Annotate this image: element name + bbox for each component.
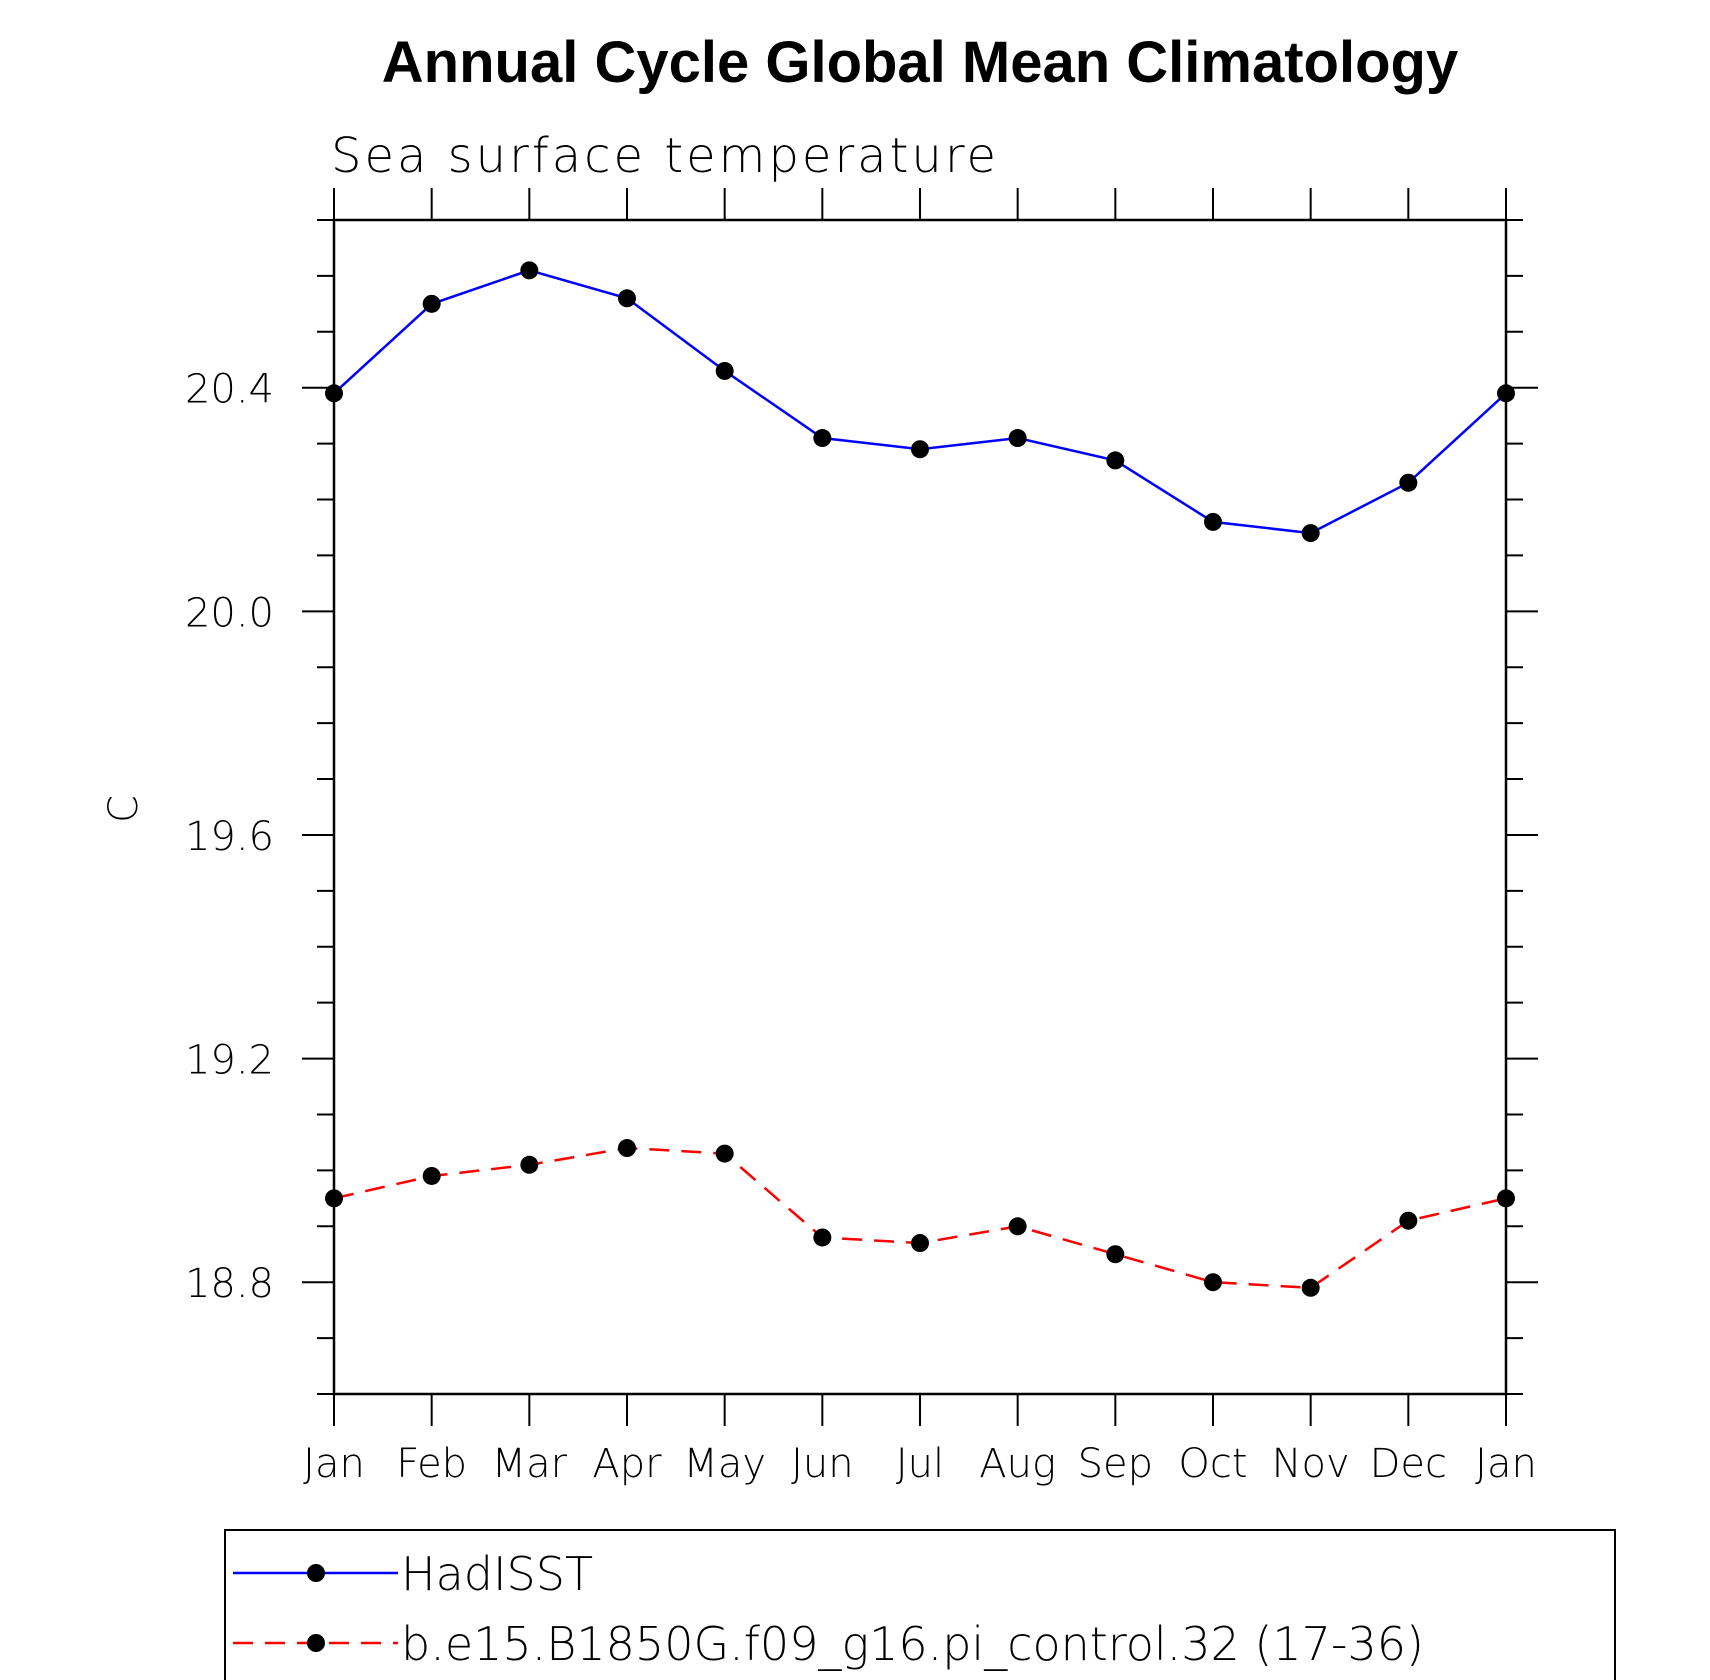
- series-0-point: [1497, 384, 1515, 403]
- x-tick-label: Nov: [1272, 1441, 1350, 1487]
- x-tick-label: Jul: [896, 1441, 944, 1487]
- series-0-point: [911, 440, 929, 459]
- series-1-point: [1497, 1189, 1515, 1208]
- series-line-0: [333, 268, 1507, 535]
- series-0-point: [520, 261, 539, 280]
- series-0-point: [813, 429, 832, 448]
- y-axis: 18.8 19.2 19.6 20.0 20.4: [185, 219, 1538, 1395]
- y-axis-label: C: [101, 795, 147, 823]
- x-tick-label: May: [683, 1441, 766, 1487]
- series-1-point: [1301, 1278, 1320, 1297]
- series-0-point: [1106, 451, 1125, 470]
- series-layer: [325, 261, 1515, 1297]
- series-1-point: [422, 1166, 441, 1185]
- chart-title: Annual Cycle Global Mean Climatology: [382, 30, 1458, 95]
- series-1-point: [1399, 1211, 1418, 1230]
- legend-label-hadisst: HadISST: [401, 1547, 593, 1601]
- y-tick-label: 19.2: [185, 1038, 274, 1084]
- y-tick-label: 19.6: [185, 814, 274, 860]
- x-tick-label: Jan: [303, 1441, 365, 1487]
- series-1-point: [813, 1228, 832, 1247]
- series-0-point: [1008, 429, 1027, 448]
- x-tick-label: Dec: [1370, 1441, 1447, 1487]
- x-tick-label: Jun: [791, 1441, 854, 1487]
- series-line-1: [333, 1146, 1507, 1290]
- y-tick-label: 18.8: [185, 1261, 274, 1307]
- legend-label-model: b.e15.B1850G.f09_g16.pi_control.32 (17-3…: [401, 1617, 1424, 1671]
- legend-marker-model: [307, 1634, 325, 1652]
- series-0-point: [618, 289, 636, 308]
- series-0-point: [1204, 512, 1222, 531]
- series-1-point: [715, 1144, 734, 1163]
- y-tick-label: 20.4: [185, 367, 274, 413]
- series-0-point: [1399, 473, 1418, 492]
- x-tick-label: Aug: [979, 1441, 1056, 1487]
- x-tick-label: Oct: [1178, 1441, 1247, 1487]
- series-1-point: [1106, 1245, 1125, 1264]
- legend: HadISST b.e15.B1850G.f09_g16.pi_control.…: [224, 1529, 1616, 1680]
- chart-subtitle: Sea surface temperature: [331, 128, 999, 184]
- series-0-point: [422, 294, 441, 313]
- series-1-point: [520, 1155, 539, 1174]
- x-tick-label: Jan: [1475, 1441, 1537, 1487]
- series-0-point: [1301, 524, 1320, 543]
- x-tick-label: Sep: [1078, 1441, 1153, 1487]
- x-tick-label: Feb: [396, 1441, 467, 1487]
- series-1-point: [1008, 1217, 1027, 1236]
- y-tick-label: 20.0: [185, 590, 274, 636]
- series-0-point: [715, 361, 734, 380]
- series-1-point: [618, 1139, 636, 1158]
- legend-marker-hadisst: [307, 1564, 325, 1582]
- series-0-point: [325, 384, 343, 403]
- x-tick-label: Apr: [592, 1441, 662, 1487]
- series-1-point: [1204, 1273, 1222, 1292]
- x-axis: Jan Feb Mar Apr May Jun Jul Aug Sep Oct Nov Dec Jan: [303, 188, 1537, 1487]
- x-tick-label: Mar: [492, 1441, 568, 1487]
- legend-box: [224, 1529, 1616, 1680]
- series-1-point: [325, 1189, 343, 1208]
- plot-frame: [332, 218, 1508, 1396]
- series-1-point: [911, 1234, 929, 1253]
